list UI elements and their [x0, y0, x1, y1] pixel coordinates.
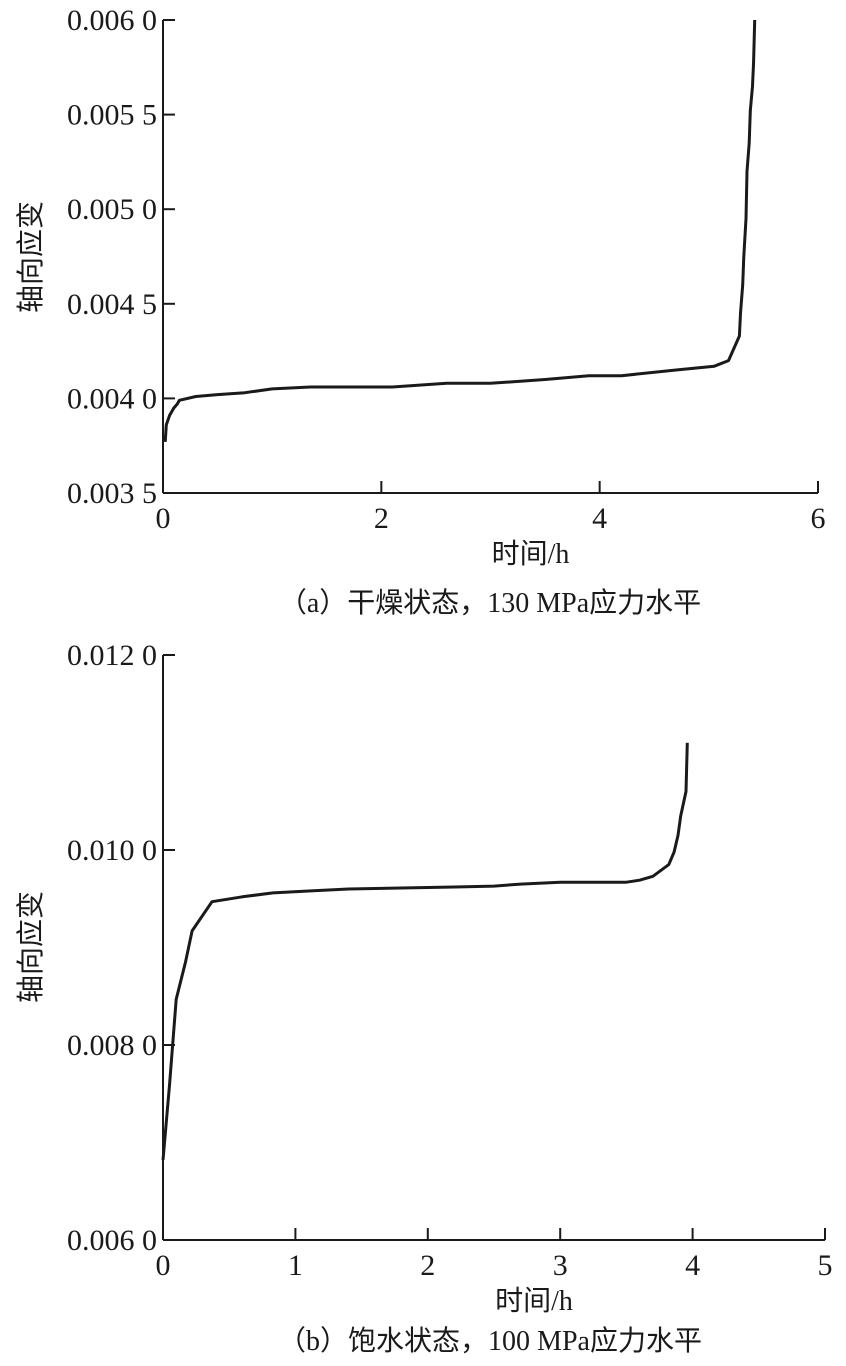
series-line [163, 19, 757, 442]
y-axis-title: 轴向应变 [15, 891, 47, 1003]
y-tick-label: 0.008 0 [67, 1029, 157, 1062]
chart-caption: （a）干燥状态，130 MPa应力水平 [279, 587, 701, 619]
chart-b: 0.006 0 0.008 0 0.010 0 0.012 0 0 1 2 3 4 5 时间/h 轴向… [15, 639, 833, 1357]
x-tick-label: 0 [156, 502, 171, 535]
chart-caption: （b）饱水状态，100 MPa应力水平 [278, 1325, 702, 1357]
x-tick-label: 2 [420, 1249, 435, 1282]
y-tick-label: 0.012 0 [67, 639, 157, 672]
y-tick-label: 0.003 5 [67, 477, 157, 510]
x-tick-label: 3 [553, 1249, 568, 1282]
y-tick-label: 0.005 0 [67, 193, 157, 226]
y-axis-title: 轴向应变 [15, 201, 47, 313]
x-tick-label: 4 [592, 502, 607, 535]
x-axis-title: 时间/h [495, 1285, 573, 1317]
y-tick-label: 0.004 5 [67, 288, 157, 321]
x-tick-label: 2 [374, 502, 389, 535]
y-tick-label: 0.010 0 [67, 834, 157, 867]
x-axis-title: 时间/h [492, 538, 570, 570]
y-tick-label: 0.006 0 [67, 4, 157, 37]
y-tick-label: 0.004 0 [67, 382, 157, 415]
chart-a: 0.003 5 0.004 0 0.004 5 0.005 0 0.005 5 0.006… [15, 4, 826, 619]
y-tick-label: 0.005 5 [67, 99, 157, 132]
x-tick-label: 0 [156, 1249, 171, 1282]
x-tick-label: 5 [818, 1249, 833, 1282]
x-tick-label: 1 [288, 1249, 303, 1282]
x-tick-label: 6 [811, 502, 826, 535]
x-tick-label: 4 [685, 1249, 700, 1282]
series-line [161, 742, 689, 1161]
y-tick-label: 0.006 0 [67, 1224, 157, 1257]
